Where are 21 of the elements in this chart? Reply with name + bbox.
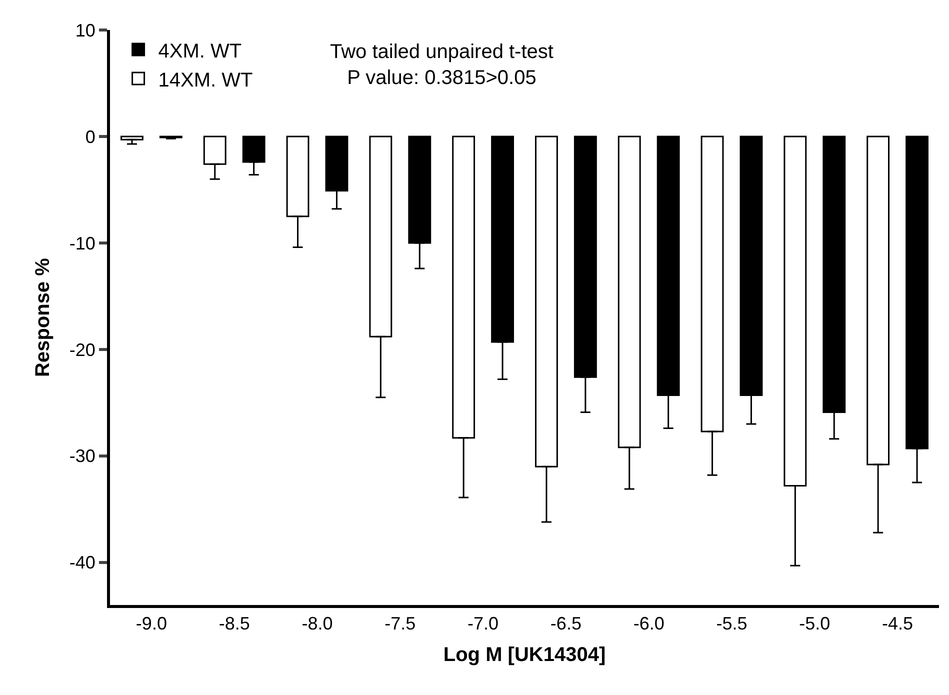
x-tick-label: -6.0 [633,614,664,634]
annotation: Two tailed unpaired t-test P value: 0.3815>0.05 [330,41,554,89]
y-tick-label: 0 [85,126,96,147]
y-tick-label: -10 [69,233,96,254]
x-tick-label: -5.5 [716,614,748,634]
y-tick-label: -30 [69,446,96,466]
x-tick-label: -7.5 [384,614,416,634]
x-axis-title: Log M [UK14304] [443,644,606,666]
x-tick-label: -8.5 [218,614,250,634]
legend-label: 14XM. WT [158,69,253,92]
x-tick-label: -8.0 [302,614,333,634]
legend-label: 4XM. WT [158,40,242,62]
y-axis-title: Response % [32,258,54,377]
x-tick-label: -6.5 [550,614,582,634]
y-tick-label: 10 [75,20,96,40]
y-tick-label: -20 [69,340,96,360]
x-tick-label: -5.0 [799,614,830,634]
x-tick-label: -9.0 [136,614,167,634]
x-tick-label: -7.0 [468,614,499,634]
y-tick-label: -40 [69,552,96,573]
x-tick-label: -4.5 [882,614,914,634]
